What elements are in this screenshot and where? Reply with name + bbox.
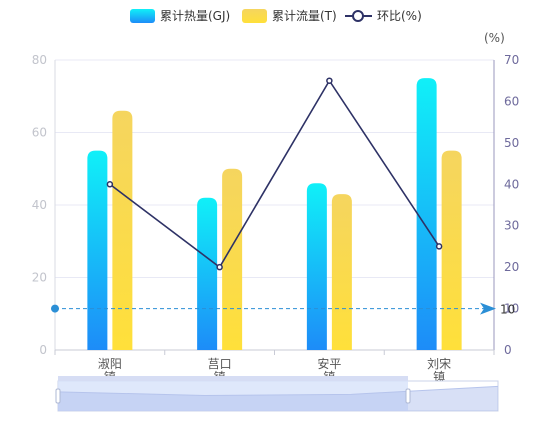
markline-label: 10 <box>500 303 515 317</box>
y-right-tick-label: 0 <box>504 343 512 357</box>
data-zoom-slider[interactable] <box>55 376 499 412</box>
y-left-tick-label: 20 <box>32 271 47 285</box>
ratio-point[interactable] <box>216 263 223 271</box>
legend-swatch-flow <box>242 9 267 23</box>
y-right-tick-label: 70 <box>504 53 519 67</box>
y-right-tick-label: 20 <box>504 260 519 274</box>
bar-heat[interactable] <box>306 183 327 350</box>
legend: 累计热量(GJ) 累计流量(T) 环比(%) <box>130 9 422 23</box>
legend-label-ratio: 环比(%) <box>377 9 422 23</box>
bar-heat[interactable] <box>87 150 108 350</box>
slider-handle-right[interactable] <box>405 388 411 404</box>
bar-flow[interactable] <box>112 110 133 350</box>
x-axis-label: 安平 <box>317 356 341 371</box>
bar-flow[interactable] <box>441 150 462 350</box>
bar-flow[interactable] <box>222 168 243 350</box>
bar-series <box>87 78 462 350</box>
x-axis-label: 莒口 <box>208 357 232 371</box>
slider-preview-line <box>57 385 499 396</box>
ratio-point[interactable] <box>326 77 333 84</box>
y-left-tick-label: 40 <box>32 198 47 212</box>
legend-marker-ratio <box>352 10 364 22</box>
legend-label-heat: 累计热量(GJ) <box>160 9 230 23</box>
y-left-tick-label: 0 <box>39 343 47 357</box>
y-right-tick-label: 50 <box>504 136 519 150</box>
legend-label-flow: 累计流量(T) <box>272 9 337 23</box>
mark-line: 10 <box>51 302 515 317</box>
ratio-point[interactable] <box>435 243 443 250</box>
ratio-line <box>109 79 440 269</box>
ratio-point[interactable] <box>106 181 114 188</box>
y-left-tick-label: 80 <box>32 53 47 67</box>
bar-heat[interactable] <box>416 78 437 350</box>
markline-arrow <box>480 302 496 315</box>
legend-item-flow[interactable]: 累计流量(T) <box>242 9 337 23</box>
x-axis-label: 刘宋 <box>427 356 451 371</box>
y-right-tick-label: 60 <box>504 94 519 108</box>
bar-flow[interactable] <box>331 194 352 350</box>
y-left-tick-label: 60 <box>32 126 47 140</box>
x-axis-label: 淑阳 <box>98 357 122 371</box>
axes: 0 20 40 60 80 0 10 20 30 40 50 60 70 <box>32 53 520 357</box>
slider-selected-range[interactable] <box>58 381 408 411</box>
y-right-tick-label: 10 <box>504 302 519 316</box>
legend-swatch-heat <box>130 9 155 23</box>
slider-move-bar[interactable] <box>58 376 408 381</box>
line-series <box>106 77 443 271</box>
y-right-tick-label: 30 <box>504 219 519 233</box>
legend-item-ratio[interactable]: 环比(%) <box>345 9 422 23</box>
slider-handle-left[interactable] <box>55 388 61 404</box>
bar-heat[interactable] <box>197 197 218 350</box>
legend-item-heat[interactable]: 累计热量(GJ) <box>130 9 230 23</box>
right-axis-unit: (%) <box>484 31 505 45</box>
markline-start-dot <box>51 304 59 313</box>
y-right-tick-label: 40 <box>504 177 519 191</box>
